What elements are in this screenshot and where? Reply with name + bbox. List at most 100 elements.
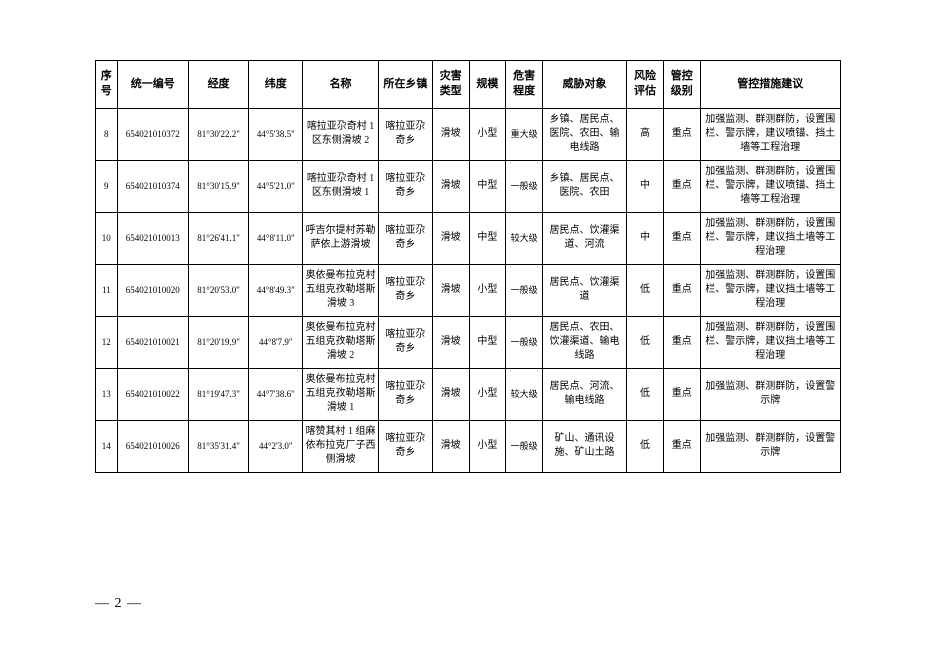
col-name: 名称 [303, 61, 379, 109]
cell-town: 喀拉亚尕奇乡 [378, 420, 432, 472]
cell-suggest: 加强监测、群测群防，设置围栏、警示牌，建议挡土墙等工程治理 [700, 316, 840, 368]
page-number: — 2 — [95, 596, 142, 611]
disaster-table: 序号 统一编号 经度 纬度 名称 所在乡镇 灾害类型 规模 危害程度 威胁对象 … [95, 60, 841, 473]
cell-name: 奥依曼布拉克村五组克孜勒塔斯滑坡 2 [303, 316, 379, 368]
cell-lat: 44°5'38.5" [249, 108, 303, 160]
col-seq: 序号 [96, 61, 118, 109]
cell-suggest: 加强监测、群测群防，设置警示牌 [700, 420, 840, 472]
col-lon: 经度 [188, 61, 248, 109]
cell-scale: 小型 [469, 420, 506, 472]
cell-lat: 44°8'11.0" [249, 212, 303, 264]
cell-risk: 中 [627, 160, 664, 212]
cell-level: 一般级 [506, 264, 543, 316]
cell-ctrl: 重点 [663, 316, 700, 368]
cell-id: 654021010374 [117, 160, 188, 212]
page-footer: — 2 — [95, 596, 142, 612]
cell-id: 654021010372 [117, 108, 188, 160]
cell-seq: 8 [96, 108, 118, 160]
cell-lat: 44°7'38.6" [249, 368, 303, 420]
cell-town: 喀拉亚尕奇乡 [378, 316, 432, 368]
table-row: 1065402101001381°26'41.1"44°8'11.0"呼吉尔提村… [96, 212, 841, 264]
cell-level: 一般级 [506, 160, 543, 212]
table-row: 1465402101002681°35'31.4"44°2'3.0"喀赞其村 1… [96, 420, 841, 472]
cell-ctrl: 重点 [663, 212, 700, 264]
cell-name: 喀赞其村 1 组麻依布拉克厂子西侧滑坡 [303, 420, 379, 472]
cell-ctrl: 重点 [663, 368, 700, 420]
col-id: 统一编号 [117, 61, 188, 109]
cell-id: 654021010013 [117, 212, 188, 264]
table-row: 1265402101002181°20'19.9"44°8'7.9"奥依曼布拉克… [96, 316, 841, 368]
cell-threat: 居民点、饮灌渠道 [542, 264, 626, 316]
cell-town: 喀拉亚尕奇乡 [378, 212, 432, 264]
cell-seq: 14 [96, 420, 118, 472]
cell-level: 较大级 [506, 212, 543, 264]
cell-lat: 44°5'21.0" [249, 160, 303, 212]
cell-id: 654021010021 [117, 316, 188, 368]
cell-lat: 44°8'7.9" [249, 316, 303, 368]
cell-town: 喀拉亚尕奇乡 [378, 108, 432, 160]
cell-lon: 81°20'19.9" [188, 316, 248, 368]
cell-lon: 81°19'47.3" [188, 368, 248, 420]
table-header: 序号 统一编号 经度 纬度 名称 所在乡镇 灾害类型 规模 危害程度 威胁对象 … [96, 61, 841, 109]
cell-scale: 小型 [469, 368, 506, 420]
cell-name: 呼吉尔提村苏勒萨依上游滑坡 [303, 212, 379, 264]
cell-risk: 低 [627, 264, 664, 316]
cell-risk: 低 [627, 420, 664, 472]
cell-lon: 81°26'41.1" [188, 212, 248, 264]
cell-threat: 乡镇、居民点、医院、农田、输电线路 [542, 108, 626, 160]
col-suggest: 管控措施建议 [700, 61, 840, 109]
table-body: 865402101037281°30'22.2"44°5'38.5"喀拉亚尕奇村… [96, 108, 841, 472]
cell-id: 654021010020 [117, 264, 188, 316]
cell-type: 滑坡 [432, 108, 469, 160]
cell-town: 喀拉亚尕奇乡 [378, 160, 432, 212]
cell-lon: 81°30'22.2" [188, 108, 248, 160]
col-type: 灾害类型 [432, 61, 469, 109]
cell-type: 滑坡 [432, 420, 469, 472]
cell-risk: 低 [627, 368, 664, 420]
col-scale: 规模 [469, 61, 506, 109]
cell-level: 重大级 [506, 108, 543, 160]
cell-level: 一般级 [506, 316, 543, 368]
cell-type: 滑坡 [432, 212, 469, 264]
cell-ctrl: 重点 [663, 160, 700, 212]
cell-name: 喀拉亚尕奇村 1 区东侧滑坡 1 [303, 160, 379, 212]
col-ctrl: 管控级别 [663, 61, 700, 109]
cell-seq: 11 [96, 264, 118, 316]
cell-risk: 高 [627, 108, 664, 160]
cell-threat: 居民点、饮灌渠道、河流 [542, 212, 626, 264]
cell-id: 654021010026 [117, 420, 188, 472]
cell-scale: 小型 [469, 264, 506, 316]
cell-suggest: 加强监测、群测群防，设置围栏、警示牌，建议喷锚、挡土墙等工程治理 [700, 108, 840, 160]
col-lat: 纬度 [249, 61, 303, 109]
cell-seq: 13 [96, 368, 118, 420]
cell-seq: 12 [96, 316, 118, 368]
cell-town: 喀拉亚尕奇乡 [378, 264, 432, 316]
cell-name: 奥依曼布拉克村五组克孜勒塔斯滑坡 1 [303, 368, 379, 420]
cell-ctrl: 重点 [663, 108, 700, 160]
cell-type: 滑坡 [432, 160, 469, 212]
cell-scale: 小型 [469, 108, 506, 160]
cell-risk: 中 [627, 212, 664, 264]
cell-lon: 81°20'53.0" [188, 264, 248, 316]
cell-suggest: 加强监测、群测群防，设置围栏、警示牌，建议挡土墙等工程治理 [700, 212, 840, 264]
cell-lon: 81°30'15.9" [188, 160, 248, 212]
table-row: 865402101037281°30'22.2"44°5'38.5"喀拉亚尕奇村… [96, 108, 841, 160]
cell-seq: 9 [96, 160, 118, 212]
cell-name: 喀拉亚尕奇村 1 区东侧滑坡 2 [303, 108, 379, 160]
cell-seq: 10 [96, 212, 118, 264]
col-town: 所在乡镇 [378, 61, 432, 109]
cell-id: 654021010022 [117, 368, 188, 420]
cell-threat: 乡镇、居民点、医院、农田 [542, 160, 626, 212]
cell-town: 喀拉亚尕奇乡 [378, 368, 432, 420]
cell-threat: 居民点、农田、饮灌渠道、输电线路 [542, 316, 626, 368]
col-threat: 威胁对象 [542, 61, 626, 109]
cell-lat: 44°8'49.3" [249, 264, 303, 316]
table-row: 1365402101002281°19'47.3"44°7'38.6"奥依曼布拉… [96, 368, 841, 420]
table-row: 1165402101002081°20'53.0"44°8'49.3"奥依曼布拉… [96, 264, 841, 316]
cell-threat: 矿山、通讯设施、矿山土路 [542, 420, 626, 472]
cell-suggest: 加强监测、群测群防，设置警示牌 [700, 368, 840, 420]
cell-lon: 81°35'31.4" [188, 420, 248, 472]
cell-lat: 44°2'3.0" [249, 420, 303, 472]
cell-scale: 中型 [469, 212, 506, 264]
cell-ctrl: 重点 [663, 420, 700, 472]
